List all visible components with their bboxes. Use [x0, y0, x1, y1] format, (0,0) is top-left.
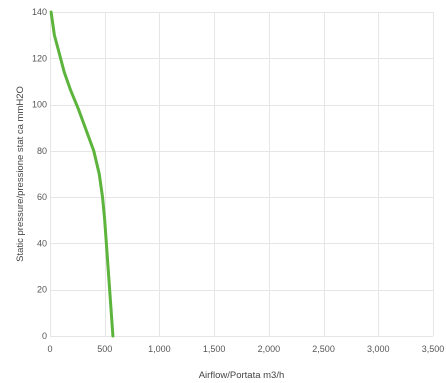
x-tick-label-6: 3,000	[367, 344, 390, 354]
y-axis-ticks: 0 20 40 60 80 100 120 140	[32, 7, 47, 341]
series-layer	[49, 10, 115, 338]
x-tick-label-2: 1,000	[148, 344, 171, 354]
y-tick-label-5: 100	[32, 100, 47, 110]
x-tick-label-5: 2,500	[312, 344, 335, 354]
x-axis-title: Airflow/Portata m3/h	[199, 370, 285, 381]
series-line-0	[49, 10, 115, 338]
x-tick-label-0: 0	[47, 344, 52, 354]
y-tick-label-4: 80	[37, 146, 47, 156]
x-tick-label-7: 3,500	[422, 344, 445, 354]
y-tick-label-0: 0	[42, 331, 47, 341]
x-tick-label-3: 1,500	[203, 344, 226, 354]
x-tick-label-4: 2,000	[258, 344, 281, 354]
y-tick-label-6: 120	[32, 53, 47, 63]
y-tick-label-7: 140	[32, 7, 47, 17]
x-axis-ticks: 0 500 1,000 1,500 2,000 2,500 3,000 3,500	[47, 344, 444, 354]
y-axis-title: Static pressure/pressione stat ca mmH2O	[15, 86, 26, 262]
y-tick-label-3: 60	[37, 192, 47, 202]
x-gridlines	[50, 12, 434, 336]
y-tick-label-1: 20	[37, 285, 47, 295]
y-tick-label-2: 40	[37, 238, 47, 248]
x-tick-label-1: 500	[97, 344, 112, 354]
y-gridlines	[50, 12, 433, 337]
